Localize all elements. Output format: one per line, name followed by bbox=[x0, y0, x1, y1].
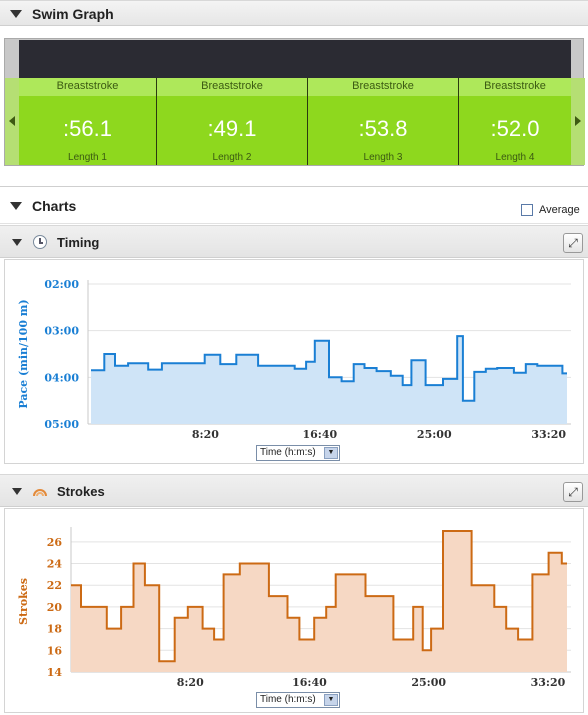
y-tick-label: 14 bbox=[47, 666, 63, 679]
lap-card[interactable]: Breaststroke :52.0 Length 4 bbox=[459, 78, 571, 165]
lap-stroke: Breaststroke bbox=[19, 78, 156, 96]
lap-card[interactable]: Breaststroke :49.1 Length 2 bbox=[157, 78, 308, 165]
series-area bbox=[91, 336, 567, 424]
right-arrow-icon bbox=[575, 116, 581, 126]
collapse-triangle-icon[interactable] bbox=[12, 239, 22, 246]
x-tick-label: 25:00 bbox=[411, 676, 446, 689]
section-title: Charts bbox=[32, 198, 77, 214]
series-line bbox=[71, 530, 567, 663]
y-tick-label: 02:00 bbox=[44, 278, 79, 291]
left-arrow-icon bbox=[9, 116, 15, 126]
swim-graph-header[interactable]: Swim Graph bbox=[0, 0, 588, 26]
clock-icon bbox=[33, 235, 47, 249]
y-tick-label: 26 bbox=[47, 536, 63, 549]
x-tick-label: 16:40 bbox=[303, 428, 338, 441]
scroll-left-button[interactable] bbox=[5, 78, 19, 165]
strokes-chart-box: 14 16 18 20 22 24 26 8:20 16:40 25:00 33:20 Strokes… bbox=[4, 508, 584, 713]
expand-icon: ⤢ bbox=[568, 236, 578, 250]
y-tick-label: 04:00 bbox=[44, 371, 79, 384]
chevron-down-icon: ▼ bbox=[324, 447, 338, 459]
lap-length: Length 2 bbox=[212, 152, 252, 163]
timing-chart[interactable]: 02:00 03:00 04:00 05:00 8:20 16:40 25:00 33:20 P… bbox=[5, 260, 585, 465]
expand-chart-button[interactable]: ⤢ bbox=[563, 233, 583, 253]
strokes-x-axis-select[interactable]: Time (h:m:s) ▼ bbox=[256, 692, 340, 708]
lap-stroke: Breaststroke bbox=[157, 78, 307, 96]
y-tick-label: 20 bbox=[47, 601, 63, 614]
y-axis-label: Pace (min/100 m) bbox=[17, 299, 30, 408]
y-tick-label: 05:00 bbox=[44, 418, 79, 431]
x-tick-label: 8:20 bbox=[177, 676, 204, 689]
timing-header[interactable]: Timing ⤢ bbox=[0, 225, 588, 258]
y-tick-label: 16 bbox=[47, 644, 63, 657]
chart-title: Strokes bbox=[57, 484, 105, 499]
swim-graph-panel: Breaststroke :56.1 Length 1 Breaststroke… bbox=[4, 38, 585, 166]
x-tick-label: 25:00 bbox=[417, 428, 452, 441]
swim-graph-top-bar bbox=[19, 40, 571, 78]
timing-chart-box: 02:00 03:00 04:00 05:00 8:20 16:40 25:00 33:20 P… bbox=[4, 259, 584, 464]
select-value: Time (h:m:s) bbox=[260, 694, 316, 705]
y-tick-label: 24 bbox=[47, 558, 63, 571]
x-tick-label: 8:20 bbox=[192, 428, 219, 441]
x-tick-label: 16:40 bbox=[292, 676, 327, 689]
y-tick-label: 22 bbox=[47, 579, 62, 592]
lap-stroke: Breaststroke bbox=[308, 78, 458, 96]
x-tick-label: 33:20 bbox=[531, 428, 566, 441]
strokes-icon bbox=[32, 483, 48, 499]
collapse-triangle-icon[interactable] bbox=[12, 488, 22, 495]
lap-time: :49.1 bbox=[207, 116, 257, 141]
series-line bbox=[91, 335, 567, 402]
lap-stroke: Breaststroke bbox=[459, 78, 571, 96]
lap-length: Length 3 bbox=[363, 152, 403, 163]
y-tick-label: 03:00 bbox=[44, 325, 79, 338]
collapse-triangle-icon[interactable] bbox=[10, 202, 22, 210]
y-axis-label: Strokes bbox=[17, 578, 30, 625]
chevron-down-icon: ▼ bbox=[324, 694, 338, 706]
y-tick-label: 18 bbox=[47, 623, 63, 636]
expand-icon: ⤢ bbox=[568, 485, 578, 499]
expand-chart-button[interactable]: ⤢ bbox=[563, 482, 583, 502]
strokes-header[interactable]: Strokes ⤢ bbox=[0, 474, 588, 507]
lap-length: Length 1 bbox=[68, 152, 107, 163]
section-title: Swim Graph bbox=[32, 6, 114, 22]
select-value: Time (h:m:s) bbox=[260, 447, 316, 458]
lap-card[interactable]: Breaststroke :56.1 Length 1 bbox=[19, 78, 157, 165]
lap-time: :53.8 bbox=[358, 116, 408, 141]
average-label: Average bbox=[539, 204, 580, 216]
charts-header[interactable]: Charts Average bbox=[0, 186, 588, 224]
scroll-right-button[interactable] bbox=[571, 78, 585, 165]
series-area bbox=[71, 531, 567, 672]
strokes-chart[interactable]: 14 16 18 20 22 24 26 8:20 16:40 25:00 33:20 Strokes bbox=[5, 509, 585, 714]
timing-x-axis-select[interactable]: Time (h:m:s) ▼ bbox=[256, 445, 340, 461]
lap-card[interactable]: Breaststroke :53.8 Length 3 bbox=[308, 78, 459, 165]
average-checkbox[interactable] bbox=[521, 204, 533, 216]
lap-length: Length 4 bbox=[495, 152, 535, 163]
chart-title: Timing bbox=[57, 235, 100, 250]
lap-time: :56.1 bbox=[63, 116, 112, 141]
lap-time: :52.0 bbox=[490, 116, 540, 141]
x-tick-label: 33:20 bbox=[531, 676, 566, 689]
collapse-triangle-icon[interactable] bbox=[10, 10, 22, 18]
